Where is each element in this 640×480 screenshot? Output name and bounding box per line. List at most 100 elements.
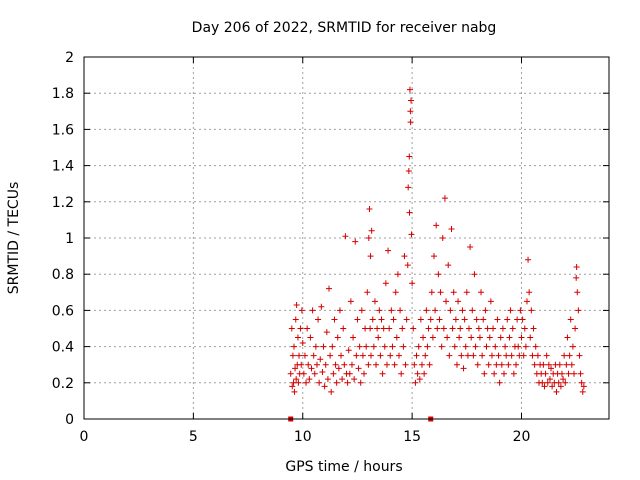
data-point (450, 289, 457, 296)
x-tick-label: 10 (294, 429, 312, 445)
data-point (506, 334, 513, 341)
data-point (368, 227, 375, 234)
data-point (494, 316, 501, 323)
data-point (478, 289, 485, 296)
data-point (531, 361, 538, 368)
data-point (507, 307, 514, 314)
data-point (464, 352, 471, 359)
data-point (358, 307, 365, 314)
data-point (380, 325, 387, 332)
data-point (460, 365, 467, 372)
data-point (482, 307, 489, 314)
data-point (287, 370, 294, 377)
data-point (291, 343, 297, 350)
data-point (566, 352, 573, 359)
data-point (334, 334, 341, 341)
data-point (381, 343, 388, 350)
data-point (396, 352, 402, 359)
data-point (338, 352, 345, 359)
data-point (405, 168, 412, 175)
data-point (305, 361, 312, 368)
data-point (411, 361, 418, 368)
data-point (457, 325, 464, 332)
data-point (402, 361, 409, 368)
data-point (578, 379, 585, 386)
data-point (563, 361, 570, 368)
data-point (541, 383, 548, 390)
data-point (321, 383, 328, 390)
data-point (493, 361, 500, 368)
data-point (565, 370, 572, 377)
data-point (347, 298, 354, 305)
data-point (527, 334, 534, 341)
data-point (574, 289, 581, 296)
data-point (513, 361, 520, 368)
data-point (545, 361, 552, 368)
data-point (346, 370, 353, 377)
data-point (352, 238, 359, 245)
data-point (303, 379, 310, 386)
data-point (362, 325, 369, 332)
data-point (492, 343, 499, 350)
data-point (407, 108, 414, 115)
data-point (293, 301, 300, 308)
data-point (496, 379, 503, 386)
data-point (350, 334, 357, 341)
data-point (341, 361, 348, 368)
data-point (288, 325, 295, 332)
data-point (481, 370, 488, 377)
data-point (406, 86, 413, 93)
data-point (408, 97, 415, 104)
data-point (401, 253, 408, 260)
data-point (323, 329, 330, 336)
data-point (553, 388, 560, 395)
data-point (510, 370, 517, 377)
data-point (436, 316, 443, 323)
data-point (301, 352, 308, 359)
data-point (468, 334, 475, 341)
data-point (544, 379, 551, 386)
data-point (351, 376, 358, 383)
data-point (474, 361, 481, 368)
data-point (485, 361, 492, 368)
data-point (355, 365, 362, 372)
data-point (521, 325, 528, 332)
data-point (525, 256, 532, 263)
data-point (440, 325, 447, 332)
data-point (427, 316, 434, 323)
data-point (443, 298, 450, 305)
data-point (391, 361, 398, 368)
data-point (539, 379, 546, 386)
data-point (519, 316, 526, 323)
data-point (449, 325, 456, 332)
data-point (318, 303, 325, 310)
data-point (495, 352, 502, 359)
data-point (546, 376, 553, 383)
data-point (335, 365, 342, 372)
data-point (414, 370, 421, 377)
y-tick-label: 0.2 (52, 376, 74, 392)
data-point (366, 206, 373, 213)
x-tick-label: 0 (80, 429, 89, 445)
grid (84, 57, 609, 419)
data-point (479, 352, 486, 359)
data-point (320, 343, 327, 350)
data-point (369, 316, 376, 323)
data-point (499, 325, 506, 332)
data-point (455, 298, 462, 305)
data-point (557, 383, 564, 390)
data-point (383, 361, 390, 368)
y-tick-label: 0.4 (52, 340, 74, 356)
data-point (319, 368, 326, 375)
y-tick-label: 1.6 (52, 122, 74, 138)
data-point (333, 379, 340, 386)
data-point (491, 370, 498, 377)
data-point (498, 361, 505, 368)
data-point (311, 370, 318, 377)
y-tick-label: 2 (65, 50, 74, 66)
data-point (445, 262, 452, 269)
data-point (345, 347, 352, 354)
data-point (548, 365, 555, 372)
data-point (426, 361, 433, 368)
data-point (576, 352, 583, 359)
